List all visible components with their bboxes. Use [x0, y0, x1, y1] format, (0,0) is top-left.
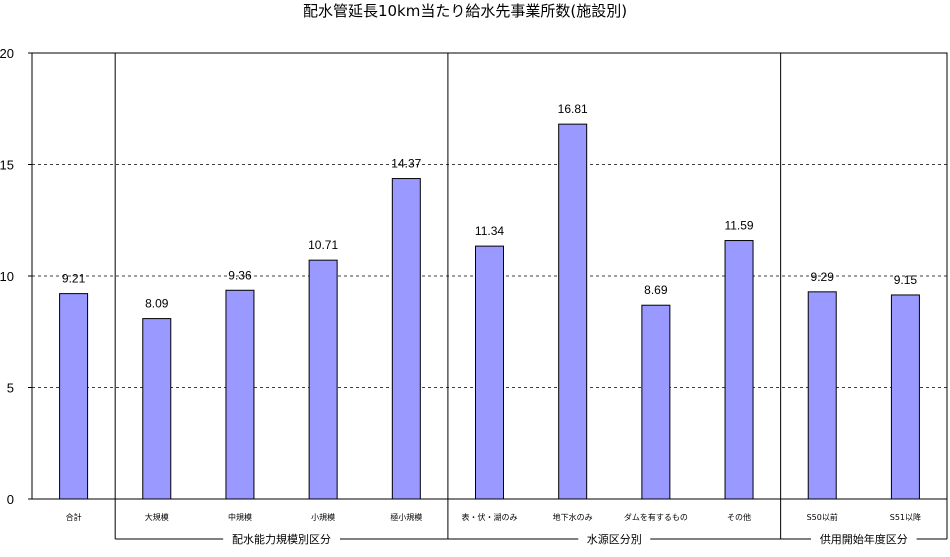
- bar-value-label: 9.15: [894, 273, 918, 287]
- bar: [475, 245, 504, 500]
- bar: [558, 123, 588, 500]
- chart-title: 配水管延長10km当たり給水先事業所数(施設別): [303, 2, 627, 20]
- bar: [641, 304, 671, 500]
- bar: [225, 289, 255, 500]
- x-category-label: その他: [727, 512, 751, 522]
- axes-layer: 0 5 10 15 20 配水能力規模別区分 水源区分別 供用開始年度区分 合計 大規模 中規模 小規…: [0, 46, 948, 546]
- bar-value-label: 9.36: [228, 268, 252, 282]
- bar-value-label: 11.34: [475, 224, 504, 238]
- x-category-label: 中規模: [228, 512, 252, 522]
- group-label: 配水能力規模別区分: [232, 532, 331, 546]
- x-category-label: S50以前: [807, 512, 838, 522]
- y-tick-label: 5: [7, 381, 14, 396]
- bar-value-label: 14.37: [391, 157, 421, 171]
- y-tick-label: 20: [0, 46, 14, 61]
- bar-value-label: 9.21: [62, 272, 86, 286]
- bar: [391, 178, 421, 500]
- bar: [890, 294, 920, 500]
- group-label: 水源区分別: [587, 532, 642, 546]
- bars-layer: 9.21 8.09 9.36 10.71 14.37 11.34 16.81 8.69 11.5…: [59, 102, 920, 500]
- y-tick-label: 10: [0, 269, 14, 284]
- bar: [142, 318, 172, 500]
- bar-value-label: 10.71: [308, 238, 338, 252]
- x-category-label: ダムを有するもの: [624, 512, 688, 522]
- x-category-label: 極小規模: [390, 512, 422, 522]
- bar: [308, 259, 338, 500]
- bar-value-label: 8.09: [145, 297, 169, 311]
- bar-value-label: 9.29: [811, 270, 835, 284]
- x-category-label: 地下水のみ: [553, 512, 593, 522]
- x-category-label: 表・伏・湖のみ: [462, 512, 518, 522]
- bar-value-label: 11.59: [724, 219, 753, 233]
- bar: [59, 293, 89, 500]
- x-category-label: S51以降: [890, 512, 921, 522]
- bar-value-label: 8.69: [644, 283, 668, 297]
- bar-value-label: 16.81: [558, 102, 588, 116]
- y-tick-label: 0: [7, 492, 14, 507]
- x-category-label: 大規模: [145, 512, 169, 522]
- x-category-label: 小規模: [311, 512, 335, 522]
- x-category-label: 合計: [66, 512, 82, 522]
- group-label: 供用開始年度区分: [820, 532, 908, 546]
- y-tick-label: 15: [0, 158, 14, 173]
- bar: [724, 240, 754, 500]
- bar: [807, 291, 837, 500]
